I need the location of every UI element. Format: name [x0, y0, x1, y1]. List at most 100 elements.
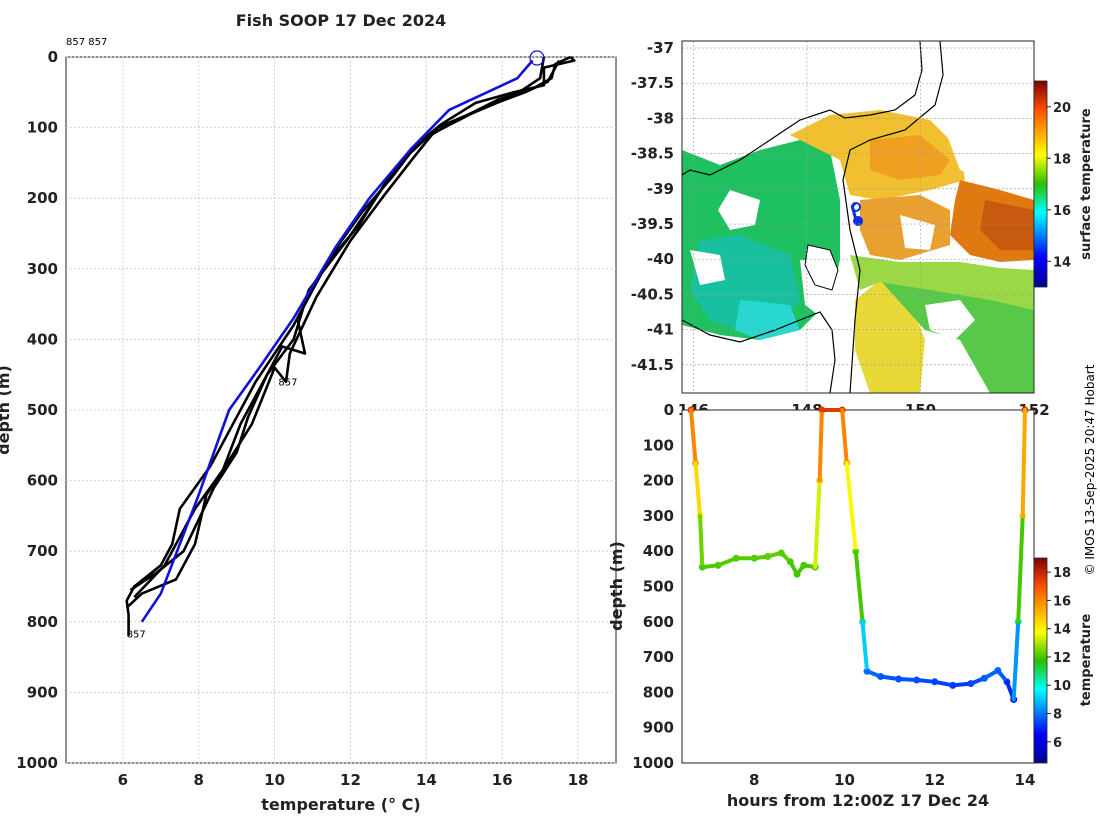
timeseries-panel: 8 10 12 14 0 100 200 300 400 500 600 700 800 900 1000… — [607, 401, 1094, 810]
timeseries-x-ticks: 8 10 12 14 — [749, 771, 1035, 789]
map-y-tick-label: -39.5 — [631, 215, 674, 233]
profile-y-ticks: 0 100 200 300 400 500 600 700 800 900 1000 — [16, 48, 58, 772]
map-y-tick-label: -40.5 — [631, 285, 674, 303]
timeseries-colorbar-label: temperature — [1079, 614, 1094, 707]
figure-title: Fish SOOP 17 Dec 2024 — [236, 11, 446, 30]
timeseries-x-tick-label: 10 — [834, 771, 855, 789]
vessel-marker — [851, 202, 861, 212]
timeseries-x-tick-label: 12 — [924, 771, 945, 789]
timeseries-colorbar-ticks: 6 8 10 12 14 16 18 — [1047, 566, 1071, 751]
sst-warm-core — [980, 200, 1034, 250]
cloud-gap-1 — [682, 80, 790, 160]
timeseries-segment — [896, 676, 919, 683]
cloud-gap-2 — [930, 55, 1034, 190]
profile-y-tick-label: 200 — [27, 189, 58, 207]
timeseries-segment — [968, 676, 987, 686]
timeseries-colorbar — [1033, 557, 1048, 764]
timeseries-x-label: hours from 12:00Z 17 Dec 24 — [727, 791, 989, 810]
credit-text: © IMOS 13-Sep-2025 20:47 Hobart — [1083, 364, 1097, 575]
timeseries-colorbar-tick-label: 16 — [1053, 594, 1071, 609]
timeseries-y-tick-label: 400 — [643, 542, 674, 560]
timeseries-segment — [698, 513, 705, 570]
sst-field — [682, 41, 1034, 393]
timeseries-segment — [950, 681, 973, 688]
profile-y-tick-label: 900 — [27, 683, 58, 701]
profile-surface-marker — [529, 50, 545, 66]
timeseries-segment — [813, 478, 822, 570]
timeseries-y-tick-label: 600 — [643, 613, 674, 631]
timeseries-colorbar-tick-label: 14 — [1053, 623, 1071, 638]
map-panel: 146148150152 -37-37.5-38-38.5-39-39.5-40… — [631, 39, 1094, 419]
map-colorbar-tick-label: 20 — [1053, 101, 1071, 116]
timeseries-segment — [865, 669, 883, 679]
profile-y-tick-label: 1000 — [16, 754, 58, 772]
timeseries-segment — [752, 554, 770, 561]
map-y-tick-label: -37 — [647, 39, 674, 57]
profile-y-tick-label: 500 — [27, 401, 58, 419]
timeseries-segment — [765, 550, 784, 559]
profile-x-label: temperature (° C) — [261, 795, 420, 814]
profile-annotation: 857 — [127, 629, 146, 640]
timeseries-segment — [716, 556, 739, 568]
profile-x-tick-label: 12 — [340, 771, 361, 789]
timeseries-segment — [817, 408, 824, 483]
cloud-gap-5 — [718, 190, 760, 230]
profile-x-tick-label: 8 — [194, 771, 204, 789]
timeseries-colorbar-tick-label: 8 — [1053, 708, 1062, 723]
timeseries-y-label: depth (m) — [607, 541, 626, 631]
profile-series — [125, 55, 576, 636]
timeseries-colorbar-tick-label: 6 — [1053, 736, 1062, 751]
timeseries-segment — [788, 559, 800, 577]
profile-x-tick-label: 18 — [568, 771, 589, 789]
timeseries-colorbar-tick-label: 18 — [1053, 566, 1071, 581]
profile-annotations: 857 857 — [127, 377, 298, 640]
sst-cool-patch-2 — [735, 300, 800, 340]
profile-y-tick-label: 600 — [27, 472, 58, 490]
timeseries-segment — [878, 674, 901, 681]
timeseries-y-ticks: 0 100 200 300 400 500 600 700 800 900 1000 — [632, 401, 674, 772]
profile-x-tick-label: 16 — [492, 771, 513, 789]
map-colorbar-ticks: 14 16 18 20 — [1047, 101, 1071, 270]
profile-y-tick-label: 100 — [27, 119, 58, 137]
timeseries-colorbar-tick-label: 10 — [1053, 679, 1071, 694]
timeseries-segment — [844, 460, 858, 554]
timeseries-segment — [1020, 408, 1027, 518]
profile-panel: 6 8 10 12 14 16 18 0 100 200 300 400 500 600 700 800 90… — [0, 37, 617, 814]
timeseries-segment — [932, 679, 955, 688]
profile-grid — [66, 56, 616, 764]
timeseries-colorbar-tick-label: 12 — [1053, 651, 1071, 666]
timeseries-y-tick-label: 0 — [664, 401, 674, 419]
map-y-tick-label: -41 — [647, 321, 674, 339]
timeseries-points — [687, 406, 1029, 703]
profile-y-tick-label: 0 — [48, 48, 58, 66]
sst-orange-patch — [870, 135, 950, 180]
map-colorbar — [1033, 80, 1048, 288]
profile-x-ticks: 6 8 10 12 14 16 18 — [118, 771, 589, 789]
map-y-tick-label: -40 — [647, 250, 674, 268]
profile-line-cast-4 — [133, 59, 561, 598]
profile-y-tick-label: 700 — [27, 542, 58, 560]
timeseries-y-tick-label: 1000 — [632, 754, 674, 772]
timeseries-segment — [840, 408, 849, 465]
cloud-gap-4 — [925, 300, 975, 340]
timeseries-x-tick-label: 14 — [1015, 771, 1036, 789]
timeseries-y-tick-label: 800 — [643, 683, 674, 701]
timeseries-segment — [1016, 513, 1025, 624]
timeseries-y-tick-label: 900 — [643, 719, 674, 737]
map-colorbar-tick-label: 14 — [1053, 255, 1071, 270]
timeseries-segment — [995, 668, 1009, 684]
profile-x-tick-label: 14 — [416, 771, 437, 789]
island — [804, 244, 839, 291]
coastline-east — [842, 41, 944, 393]
timeseries-segment — [693, 460, 703, 518]
map-y-tick-label: -39 — [647, 180, 674, 198]
profile-y-tick-label: 800 — [27, 613, 58, 631]
profile-x-tick-label: 6 — [118, 771, 128, 789]
timeseries-segment — [914, 678, 937, 684]
profile-axes-box — [65, 56, 617, 764]
cloud-gap-6 — [690, 250, 725, 285]
map-colorbar-tick-label: 18 — [1053, 152, 1071, 167]
timeseries-segment — [1011, 619, 1021, 702]
sst-mid-green — [850, 255, 1034, 310]
